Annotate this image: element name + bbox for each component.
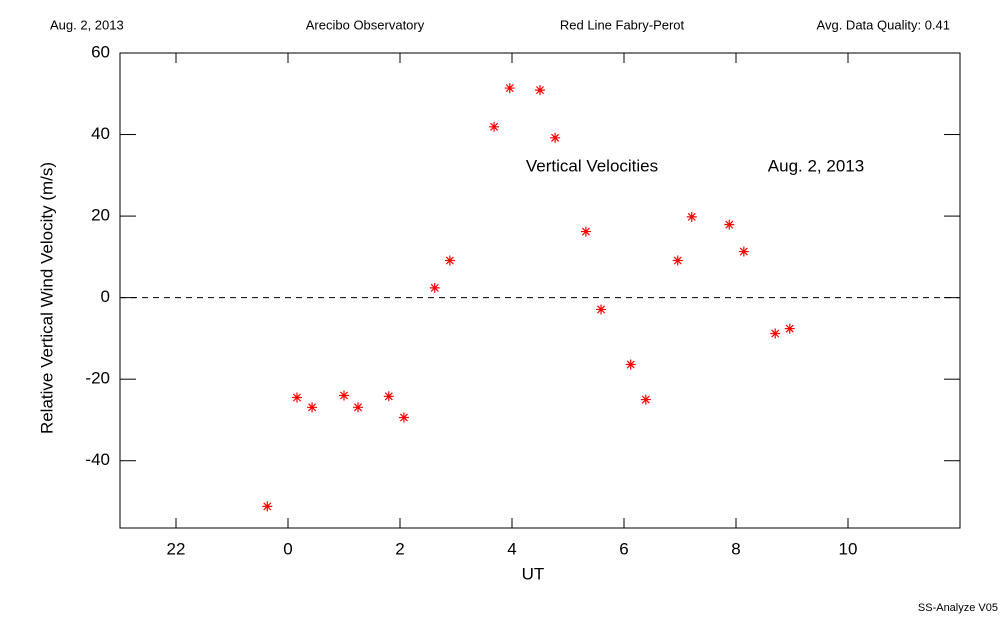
point [724,219,735,230]
point [398,412,409,423]
point [291,392,302,403]
point [429,282,440,293]
y-tick-label: 40 [91,124,110,143]
point [535,85,545,96]
y-axis-label: Relative Vertical Wind Velocity (m/s) [37,162,56,434]
annotation: Vertical Velocities [526,156,658,175]
point [489,121,500,132]
x-tick-label: 0 [283,539,292,558]
point [596,304,607,315]
header-site: Arecibo Observatory [306,17,425,32]
y-tick-label: -40 [85,450,110,469]
point [353,402,363,413]
y-tick-label: 20 [91,206,110,225]
point [339,390,349,401]
point [770,328,781,339]
point [686,211,697,222]
point [784,323,795,334]
point [504,83,515,94]
point [672,255,683,266]
y-tick-label: 0 [101,287,110,306]
x-tick-label: 6 [619,539,628,558]
footer: SS-Analyze V05 [918,602,998,614]
point [383,391,394,402]
header-quality: Avg. Data Quality: 0.41 [817,17,950,32]
point [307,402,318,413]
point [738,246,749,257]
annotation: Aug. 2, 2013 [768,156,864,175]
x-tick-label: 8 [731,539,740,558]
header-instrument: Red Line Fabry-Perot [560,17,685,32]
x-axis-label: UT [522,564,545,583]
plot-frame [119,52,961,529]
point [444,255,455,266]
x-tick-label: 4 [507,539,516,558]
point [550,132,561,143]
y-tick-label: -20 [85,369,110,388]
point [580,226,591,237]
x-tick-label: 10 [839,539,858,558]
point [640,394,651,405]
y-tick-label: 60 [91,42,110,61]
point [262,501,273,512]
x-tick-label: 2 [395,539,404,558]
point [625,359,636,370]
header-date: Aug. 2, 2013 [50,17,124,32]
x-tick-label: 22 [167,539,186,558]
